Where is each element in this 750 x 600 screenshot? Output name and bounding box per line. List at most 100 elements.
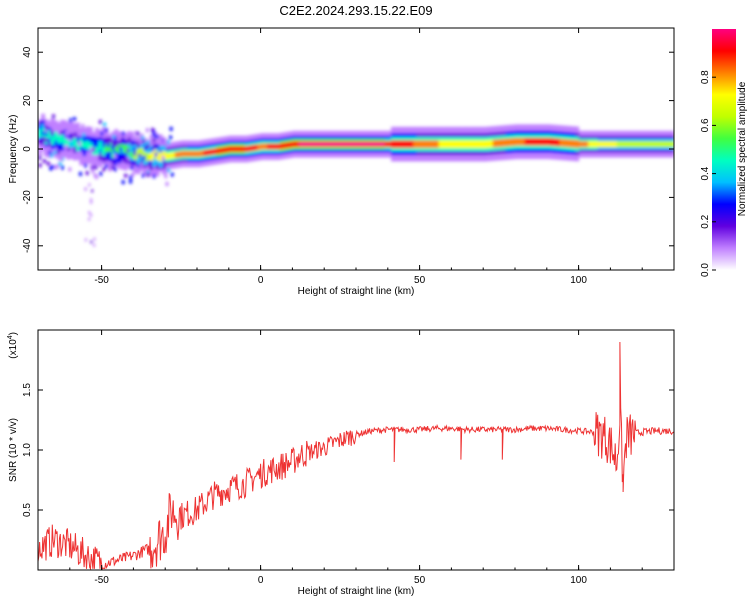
spectrogram-cell: [356, 141, 360, 148]
spectrogram-cell: [50, 130, 54, 135]
spectrogram-cell: [257, 144, 262, 150]
spectrogram-cell: [120, 144, 125, 153]
spectrogram-heatmap: [38, 113, 674, 247]
spectrogram-cell: [368, 141, 373, 148]
spectrogram-cell: [46, 161, 50, 166]
spectrogram-cell: [235, 146, 239, 152]
spectrogram-cell: [359, 141, 363, 148]
spectrogram-cell: [591, 141, 596, 148]
spectrogram-cell: [47, 130, 52, 139]
spectrogram-cell: [413, 140, 418, 148]
spectrogram-cell: [231, 146, 236, 152]
spectrogram-cell: [86, 132, 90, 137]
spectrogram-cell: [632, 141, 637, 148]
spectrogram-cell: [65, 144, 69, 149]
spectrogram-cell: [406, 140, 411, 148]
spectrogram-cell: [559, 138, 564, 147]
spectrogram-cell: [123, 145, 128, 154]
spectrogram-cell: [136, 131, 140, 136]
spectrogram-cell: [169, 126, 173, 131]
spectrogram-cell: [155, 144, 159, 149]
spectrogram-cell: [60, 165, 64, 170]
spectrogram-cell: [425, 140, 430, 148]
spectrogram-cell: [98, 119, 102, 124]
spectrogram-cell: [107, 145, 112, 162]
spectrogram-cell: [146, 140, 150, 145]
spectrogram-cell: [66, 135, 70, 140]
spectrogram-cell: [381, 141, 386, 148]
spectrogram-cell: [464, 140, 468, 148]
spectrogram-y-label: Frequency (Hz): [8, 115, 19, 184]
spectrogram-cell: [317, 141, 322, 148]
spectrogram-cell: [101, 139, 106, 155]
spectrogram-cell: [266, 143, 271, 150]
spectrogram-cell: [124, 173, 128, 178]
spectrogram-cell: [613, 141, 618, 148]
spectrogram-cell: [51, 164, 55, 169]
spectrogram-cell: [101, 147, 106, 156]
spectrogram-cell: [206, 149, 211, 156]
spectrogram-cell: [346, 141, 351, 148]
spectrogram-cell: [460, 140, 465, 148]
spectrogram-cell: [141, 173, 145, 178]
spectrogram-cell: [69, 124, 73, 129]
snr-axes-frame: [37, 329, 675, 571]
spectrogram-cell: [159, 139, 163, 144]
spectrogram-cell: [124, 158, 128, 163]
spectrogram-cell: [292, 141, 297, 148]
spectrogram-cell: [651, 141, 656, 148]
spectrogram-cell: [74, 154, 78, 159]
spectrogram-cell: [667, 141, 672, 148]
spectrogram-cell: [117, 147, 122, 163]
spectrogram-cell: [82, 140, 87, 156]
spectrogram-cell: [147, 160, 151, 165]
colorbar: 0.0 0.2 0.4 0.6 0.8 Normalized spectral ampl…: [700, 29, 748, 277]
spectrogram-cell: [270, 143, 274, 150]
spectrogram-cell: [349, 141, 354, 148]
colorbar-gradient: [712, 29, 736, 270]
spectrogram-cell: [104, 128, 108, 133]
spectrogram-cell: [129, 148, 133, 153]
spectrogram-cell: [219, 147, 224, 154]
spectrogram-cell: [45, 138, 49, 143]
spectrogram-cell: [61, 157, 65, 162]
spectrogram-cell: [400, 140, 405, 148]
spectrogram-cell: [139, 147, 144, 157]
snr-x-tick-label: 0: [258, 575, 264, 586]
spectrogram-cell: [154, 131, 158, 136]
snr-x-axis: -50 0 50 100: [37, 330, 675, 586]
spectrogram-cell: [324, 141, 328, 148]
spectrogram-cell: [499, 139, 503, 147]
spectrogram-cell: [138, 139, 142, 144]
spectrogram-cell: [104, 164, 108, 169]
spectrogram-cell: [72, 138, 77, 147]
spectrogram-cell: [53, 150, 57, 155]
spectrogram-cell: [247, 145, 252, 152]
spectrogram-cell: [397, 140, 402, 148]
spectrogram-cell: [333, 141, 338, 148]
spectrogram-y-tick-label: 0: [22, 146, 33, 152]
spectrogram-cell: [159, 145, 163, 150]
spectrogram-cell: [72, 117, 76, 122]
spectrogram-cell: [133, 151, 137, 156]
spectrogram-cell: [41, 130, 45, 135]
spectrogram-cell: [158, 153, 163, 162]
spectrogram-y-tick-label: 40: [22, 46, 33, 58]
spectrogram-cell: [515, 137, 519, 146]
spectrogram-cell: [216, 148, 220, 154]
spectrogram-cell: [486, 140, 491, 148]
spectrogram-cell: [77, 141, 81, 146]
spectrogram-cell: [82, 137, 86, 142]
spectrogram-cell: [311, 141, 316, 148]
spectrogram-cell: [616, 141, 621, 148]
spectrogram-cell: [238, 146, 243, 152]
spectrogram-cell: [54, 165, 58, 170]
spectrogram-cell: [225, 146, 230, 153]
spectrogram-cell: [95, 137, 100, 153]
spectrogram-cell: [476, 140, 481, 148]
spectrogram-cell: [114, 146, 119, 162]
spectrogram-cell: [166, 140, 170, 145]
spectrogram-cell: [89, 147, 93, 152]
spectrogram-cell: [629, 141, 634, 148]
